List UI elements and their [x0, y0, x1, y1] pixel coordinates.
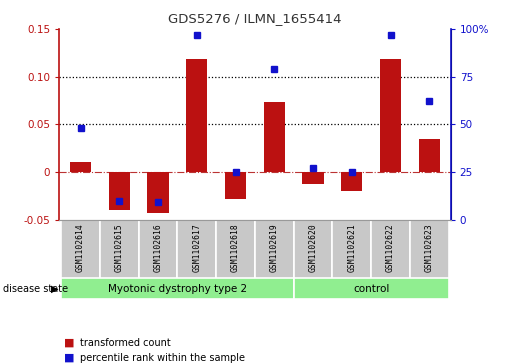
Text: ■: ■: [64, 338, 75, 348]
Bar: [216, 220, 255, 278]
Bar: [178, 220, 216, 278]
Text: transformed count: transformed count: [80, 338, 170, 348]
Text: Myotonic dystrophy type 2: Myotonic dystrophy type 2: [108, 284, 247, 294]
Bar: [70, 162, 91, 172]
Bar: [61, 220, 100, 278]
Bar: [302, 172, 324, 184]
Text: GSM1102616: GSM1102616: [153, 223, 163, 272]
Bar: [225, 172, 246, 199]
Bar: [109, 172, 130, 210]
Text: GSM1102617: GSM1102617: [192, 223, 201, 272]
Bar: [147, 172, 169, 213]
Bar: [294, 220, 332, 278]
Bar: [100, 220, 139, 278]
Title: GDS5276 / ILMN_1655414: GDS5276 / ILMN_1655414: [168, 12, 341, 25]
Bar: [139, 220, 178, 278]
Bar: [332, 220, 371, 278]
Text: percentile rank within the sample: percentile rank within the sample: [80, 352, 245, 363]
Text: GSM1102620: GSM1102620: [308, 223, 318, 272]
Bar: [371, 220, 410, 278]
Bar: [294, 278, 449, 299]
Text: GSM1102615: GSM1102615: [115, 223, 124, 272]
Text: GSM1102619: GSM1102619: [270, 223, 279, 272]
Text: GSM1102618: GSM1102618: [231, 223, 240, 272]
Text: disease state: disease state: [3, 284, 67, 294]
Text: GSM1102614: GSM1102614: [76, 223, 85, 272]
Bar: [419, 139, 440, 172]
Text: ▶: ▶: [50, 284, 58, 294]
Text: GSM1102622: GSM1102622: [386, 223, 395, 272]
Bar: [61, 278, 294, 299]
Text: control: control: [353, 284, 389, 294]
Text: ■: ■: [64, 352, 75, 363]
Bar: [264, 102, 285, 172]
Bar: [255, 220, 294, 278]
Text: GSM1102623: GSM1102623: [425, 223, 434, 272]
Bar: [186, 58, 208, 172]
Bar: [341, 172, 363, 191]
Bar: [410, 220, 449, 278]
Text: GSM1102621: GSM1102621: [347, 223, 356, 272]
Bar: [380, 58, 401, 172]
